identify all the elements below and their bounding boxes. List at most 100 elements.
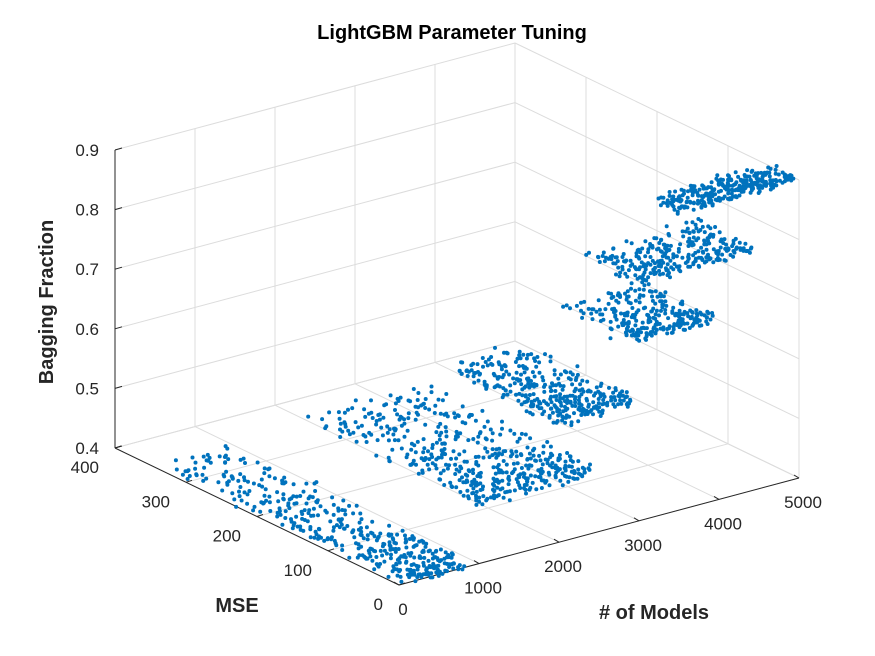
data-point: [581, 311, 586, 316]
data-point: [386, 438, 391, 443]
data-point: [528, 485, 533, 490]
data-point: [399, 415, 404, 420]
data-point: [422, 555, 427, 560]
data-point: [264, 498, 269, 503]
data-point: [548, 359, 553, 364]
data-point: [281, 481, 286, 486]
data-point: [597, 260, 602, 264]
data-point: [443, 550, 448, 555]
data-point: [336, 517, 341, 522]
data-point: [671, 305, 676, 310]
data-point: [741, 181, 746, 185]
data-point: [633, 266, 638, 271]
chart-title: LightGBM Parameter Tuning: [317, 22, 587, 44]
data-point: [546, 402, 550, 407]
data-point: [568, 306, 572, 311]
data-point: [369, 410, 374, 415]
data-point: [312, 535, 317, 540]
data-point: [534, 364, 539, 369]
data-point: [565, 398, 570, 403]
data-point: [306, 496, 311, 501]
data-point: [541, 378, 546, 383]
data-point: [522, 483, 527, 487]
data-point: [422, 446, 427, 451]
data-point: [337, 525, 342, 530]
data-point: [611, 261, 616, 266]
data-point: [480, 408, 485, 413]
data-point: [460, 475, 464, 480]
data-point: [696, 229, 701, 234]
data-point: [590, 317, 595, 322]
data-point: [691, 201, 696, 206]
data-point: [493, 471, 498, 476]
data-point: [201, 478, 206, 483]
data-point: [567, 475, 572, 480]
data-point: [345, 524, 350, 528]
data-point: [572, 411, 576, 416]
data-point: [600, 254, 605, 258]
data-point: [659, 237, 664, 242]
data-point: [532, 374, 537, 379]
data-point: [624, 332, 629, 337]
data-point: [715, 256, 720, 260]
data-point: [411, 562, 416, 567]
data-point: [543, 382, 547, 387]
data-point: [515, 439, 520, 444]
data-point: [378, 562, 383, 566]
data-point: [605, 403, 610, 408]
data-point: [357, 520, 362, 525]
data-point: [614, 272, 618, 277]
data-point: [532, 446, 537, 451]
data-point: [470, 491, 475, 496]
data-point: [225, 482, 230, 487]
data-point: [591, 412, 595, 417]
data-point: [723, 258, 728, 263]
data-point: [455, 434, 460, 439]
data-point: [564, 303, 569, 308]
data-point: [222, 455, 227, 459]
data-point: [576, 467, 581, 472]
data-point: [247, 489, 252, 493]
data-point: [291, 482, 296, 487]
data-point: [700, 224, 705, 229]
data-point: [616, 393, 621, 398]
data-point: [529, 404, 534, 409]
data-point: [282, 475, 287, 480]
data-point: [415, 575, 420, 580]
data-point: [573, 397, 577, 402]
data-point: [294, 514, 299, 519]
data-point: [568, 399, 573, 404]
data-point: [648, 271, 653, 276]
data-point: [363, 434, 368, 439]
data-point: [413, 543, 417, 548]
data-point: [558, 372, 563, 377]
data-point: [492, 483, 497, 488]
data-point: [701, 250, 706, 255]
data-point: [575, 372, 580, 377]
data-point: [469, 413, 474, 417]
data-point: [286, 501, 291, 506]
data-point: [477, 471, 482, 476]
data-point: [395, 532, 400, 537]
data-point: [374, 422, 379, 427]
data-point: [574, 303, 579, 308]
data-point: [562, 369, 567, 374]
data-point: [763, 179, 768, 184]
data-point: [217, 454, 222, 459]
data-point: [405, 428, 410, 433]
y-tick-label: 300: [142, 492, 170, 511]
data-point: [441, 451, 446, 456]
data-point: [594, 385, 599, 390]
tick-labels: 0 1000 2000 3000 4000 5000 0 100 200 300 4000.4 0.5…: [71, 141, 822, 619]
data-point: [550, 465, 555, 470]
data-point: [223, 460, 228, 465]
data-point: [584, 252, 589, 257]
data-point: [708, 317, 713, 322]
axes: [114, 147, 800, 586]
data-point: [534, 487, 539, 492]
data-point: [465, 473, 470, 478]
data-point: [650, 294, 654, 299]
data-point: [381, 415, 386, 420]
data-point: [665, 273, 670, 278]
data-point: [392, 426, 397, 431]
